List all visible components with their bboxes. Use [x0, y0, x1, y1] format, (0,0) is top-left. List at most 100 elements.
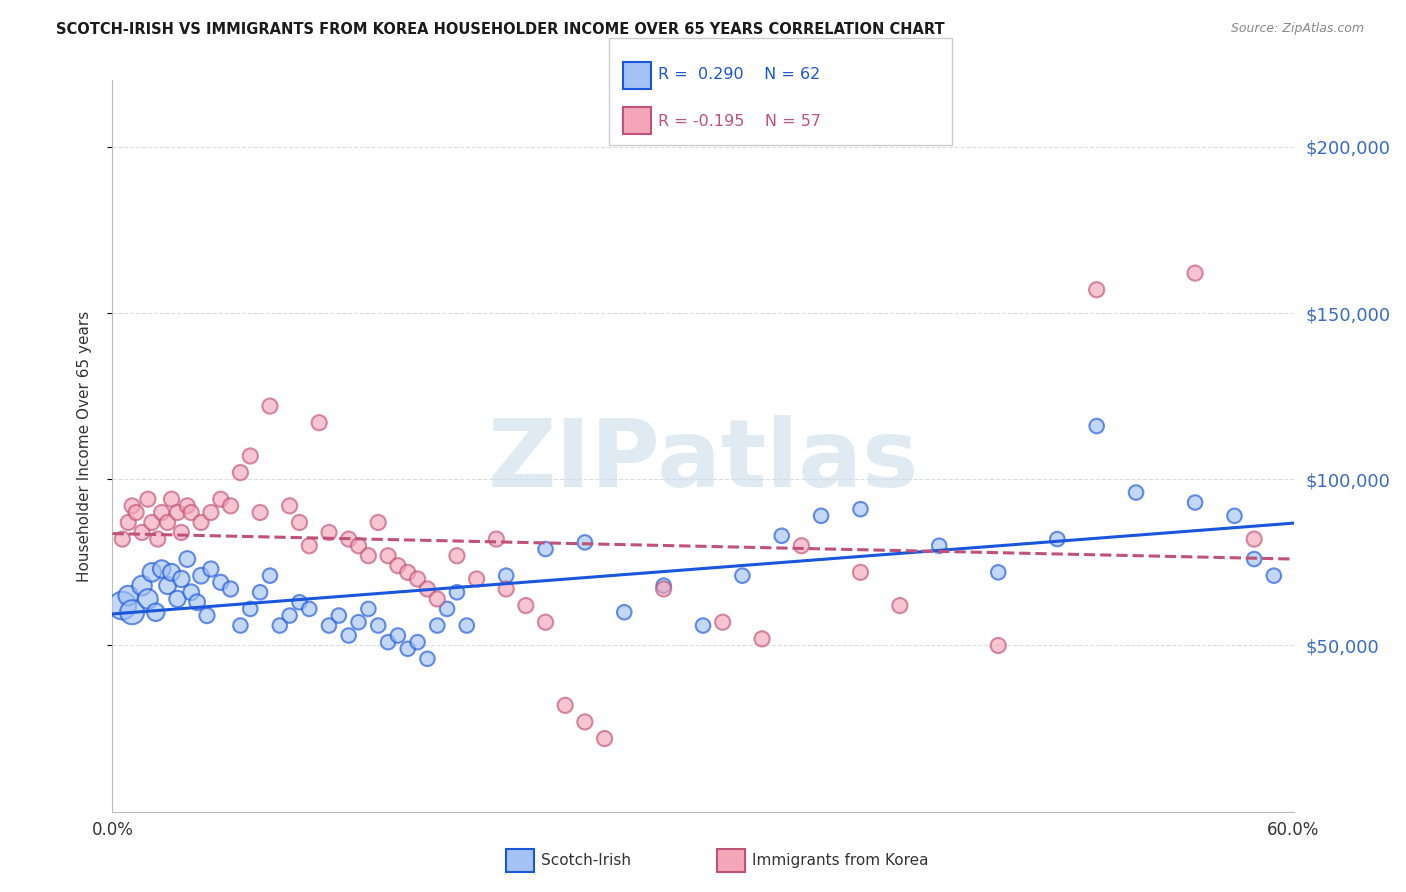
Point [145, 605, 167, 619]
Point [357, 602, 380, 616]
Point [288, 516, 311, 530]
Point [387, 558, 409, 573]
Point [574, 535, 596, 549]
Point [160, 566, 183, 580]
Point [259, 568, 281, 582]
Point [200, 562, 222, 576]
Point [229, 466, 252, 480]
Point [1046, 532, 1069, 546]
Point [377, 635, 399, 649]
Point [156, 516, 179, 530]
Point [446, 549, 468, 563]
Point [751, 632, 773, 646]
Text: R =  0.290    N = 62: R = 0.290 N = 62 [658, 67, 820, 81]
Point [1085, 283, 1108, 297]
Point [298, 539, 321, 553]
Text: Immigrants from Korea: Immigrants from Korea [752, 854, 929, 868]
Point [141, 566, 163, 580]
Point [288, 595, 311, 609]
Point [117, 516, 139, 530]
Point [259, 399, 281, 413]
Point [347, 539, 370, 553]
Point [239, 449, 262, 463]
Point [121, 499, 143, 513]
Point [111, 599, 134, 613]
Point [111, 532, 134, 546]
Point [160, 492, 183, 507]
Point [396, 566, 419, 580]
Point [298, 602, 321, 616]
Point [849, 566, 872, 580]
Point [1223, 508, 1246, 523]
Point [156, 579, 179, 593]
Point [318, 525, 340, 540]
Point [186, 595, 208, 609]
Text: Source: ZipAtlas.com: Source: ZipAtlas.com [1230, 22, 1364, 36]
Point [554, 698, 576, 713]
Point [731, 568, 754, 582]
Point [1125, 485, 1147, 500]
Point [367, 618, 389, 632]
Point [278, 499, 301, 513]
Point [121, 605, 143, 619]
Point [426, 591, 449, 606]
Point [987, 639, 1010, 653]
Point [1184, 266, 1206, 280]
Point [534, 615, 557, 630]
Point [195, 608, 218, 623]
Point [1263, 568, 1285, 582]
Point [337, 532, 360, 546]
Point [456, 618, 478, 632]
Point [219, 499, 242, 513]
Point [406, 635, 429, 649]
Point [889, 599, 911, 613]
Point [150, 506, 173, 520]
Text: R = -0.195    N = 57: R = -0.195 N = 57 [658, 114, 821, 128]
Point [180, 585, 202, 599]
Point [465, 572, 488, 586]
Point [1085, 419, 1108, 434]
Point [146, 532, 169, 546]
Point [367, 516, 389, 530]
Point [166, 591, 188, 606]
Point [337, 628, 360, 642]
Point [849, 502, 872, 516]
Point [239, 602, 262, 616]
Point [790, 539, 813, 553]
Point [1243, 552, 1265, 566]
Point [141, 516, 163, 530]
Point [652, 582, 675, 596]
Point [426, 618, 449, 632]
Point [987, 566, 1010, 580]
Point [446, 585, 468, 599]
Point [229, 618, 252, 632]
Point [176, 552, 198, 566]
Point [652, 579, 675, 593]
Point [209, 575, 232, 590]
Point [278, 608, 301, 623]
Point [534, 542, 557, 557]
Point [515, 599, 537, 613]
Text: ZIPatlas: ZIPatlas [488, 415, 918, 507]
Point [209, 492, 232, 507]
Point [200, 506, 222, 520]
Point [190, 516, 212, 530]
Point [495, 582, 517, 596]
Point [396, 641, 419, 656]
Point [249, 585, 271, 599]
Point [170, 525, 193, 540]
Point [131, 525, 153, 540]
Point [308, 416, 330, 430]
Point [436, 602, 458, 616]
Point [770, 529, 793, 543]
Point [328, 608, 350, 623]
Point [150, 562, 173, 576]
Point [810, 508, 832, 523]
Point [387, 628, 409, 642]
Point [131, 579, 153, 593]
Point [1243, 532, 1265, 546]
Point [176, 499, 198, 513]
Point [269, 618, 291, 632]
Text: Scotch-Irish: Scotch-Irish [541, 854, 631, 868]
Point [416, 652, 439, 666]
